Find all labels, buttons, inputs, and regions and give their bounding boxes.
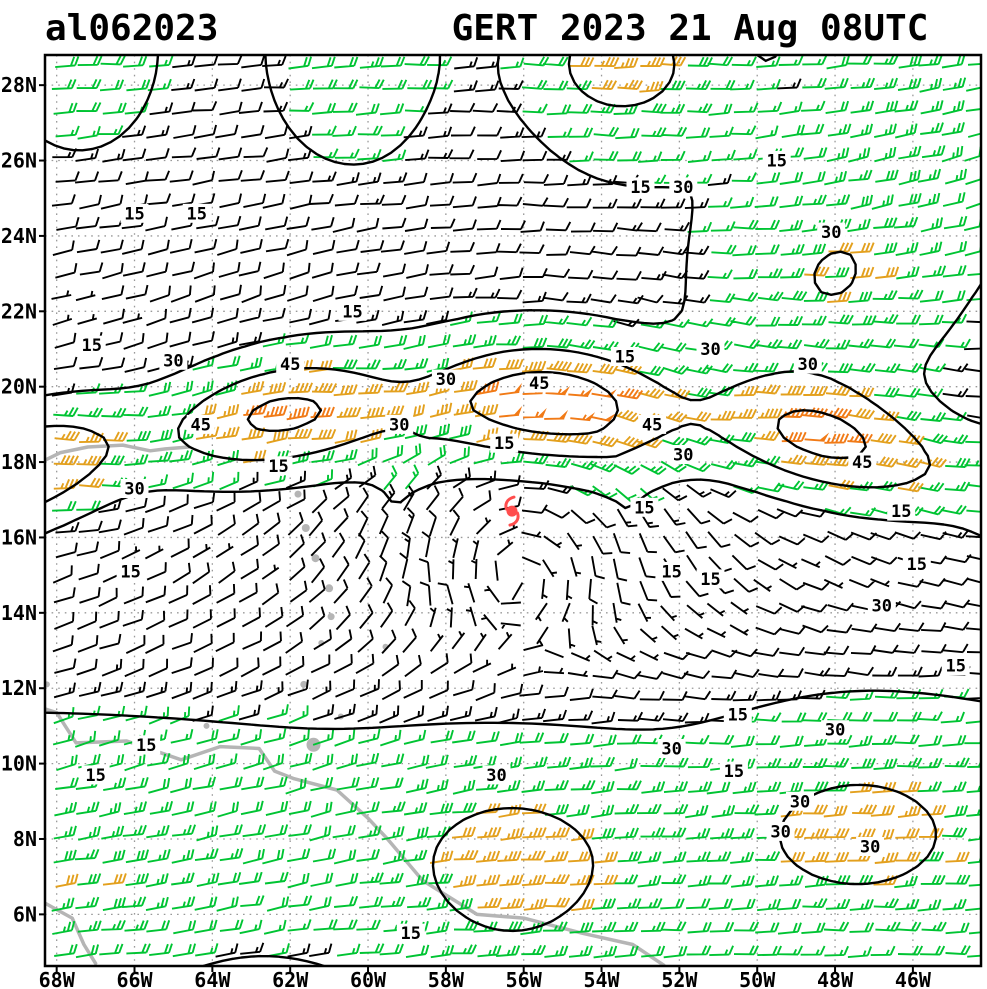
- isotach-label: 30: [821, 223, 841, 243]
- isotach-label: 30: [770, 822, 790, 842]
- isotach-label: 15: [891, 502, 911, 522]
- isotach-label: 15: [907, 555, 927, 575]
- axis-labels-layer: 68W 66W 64W 62W 60W 58W 56W 54W 52W 50W 48W 46W 28N 2…: [1, 73, 932, 989]
- isotach-label: 45: [642, 415, 662, 435]
- isotach-label: 15: [81, 336, 101, 356]
- isotach-label: 15: [187, 204, 207, 224]
- coastlines-layer: [45, 443, 666, 966]
- isotach-label: 45: [529, 374, 549, 394]
- isotach-label: 15: [124, 204, 144, 224]
- isotach-label: 30: [124, 480, 144, 500]
- isotach-label: 45: [280, 355, 300, 375]
- lat-axis-label: 24N: [1, 224, 37, 248]
- lat-axis-label: 12N: [1, 676, 37, 700]
- isotach-label: 15: [700, 570, 720, 590]
- isotach-label: 15: [268, 457, 288, 477]
- lon-axis-label: 56W: [506, 968, 543, 989]
- lon-axis-label: 52W: [661, 968, 698, 989]
- isotach-label: 30: [700, 340, 720, 360]
- isotach-label: 30: [860, 838, 880, 858]
- isotach-label: 15: [85, 766, 105, 786]
- isotach-label: 15: [120, 562, 140, 582]
- lat-axis-label: 22N: [1, 299, 37, 323]
- lat-axis-label: 10N: [1, 752, 37, 776]
- lon-axis-label: 60W: [350, 968, 387, 989]
- isotach-label: 30: [486, 766, 506, 786]
- isotach-label: 15: [401, 924, 421, 944]
- lon-axis-label: 58W: [428, 968, 465, 989]
- lon-axis-label: 54W: [583, 968, 620, 989]
- lon-axis-label: 68W: [39, 968, 76, 989]
- isotach-label: 30: [673, 446, 693, 466]
- lon-axis-label: 64W: [194, 968, 231, 989]
- isotach-label: 15: [728, 706, 748, 726]
- isotach-label: 45: [190, 415, 210, 435]
- isotach-label: 15: [615, 348, 635, 368]
- isotach-label: 15: [945, 657, 965, 677]
- isotach-label: 15: [766, 152, 786, 172]
- isotach-label: 30: [790, 792, 810, 812]
- isotach-label: 30: [436, 370, 456, 390]
- isotach-label: 15: [136, 736, 156, 756]
- isotach-label: 30: [389, 415, 409, 435]
- isotach-label: 30: [661, 740, 681, 760]
- isotach-label: 30: [673, 178, 693, 198]
- isotach-label: 15: [634, 498, 654, 518]
- lat-axis-label: 8N: [13, 827, 37, 851]
- isotach-label: 30: [798, 355, 818, 375]
- lon-axis-label: 50W: [739, 968, 776, 989]
- chart-title: GERT 2023 21 Aug 08UTC: [452, 8, 929, 49]
- lat-axis-label: 16N: [1, 525, 37, 549]
- map-border: [43, 53, 983, 968]
- isotach-label: 15: [630, 178, 650, 198]
- lon-axis-label: 66W: [116, 968, 153, 989]
- isotach-label: 30: [872, 596, 892, 616]
- isotach-label: 15: [661, 562, 681, 582]
- lat-axis-label: 20N: [1, 375, 37, 399]
- isotach-label: 30: [825, 721, 845, 741]
- lat-axis-label: 14N: [1, 601, 37, 625]
- isotach-label: 15: [494, 434, 514, 454]
- lon-axis-label: 48W: [817, 968, 854, 989]
- isotach-label: 15: [724, 762, 744, 782]
- storm-id-title: al062023: [45, 8, 218, 49]
- isotach-label: 30: [163, 351, 183, 371]
- lon-axis-label: 46W: [895, 968, 932, 989]
- isotach-label: 45: [852, 453, 872, 473]
- lat-axis-label: 26N: [1, 149, 37, 173]
- storm-center-marker: [504, 495, 520, 527]
- isotach-label: 15: [342, 302, 362, 322]
- isotach-contours-layer: [45, 55, 981, 966]
- lon-axis-label: 62W: [272, 968, 309, 989]
- lat-axis-label: 28N: [1, 73, 37, 97]
- lat-axis-label: 18N: [1, 450, 37, 474]
- lat-axis-label: 6N: [13, 902, 37, 926]
